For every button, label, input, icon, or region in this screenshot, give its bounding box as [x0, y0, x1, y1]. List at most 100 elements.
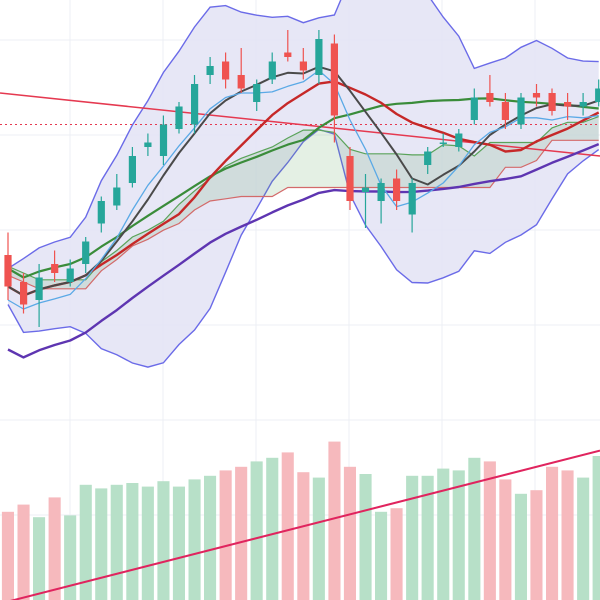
- candle-body: [222, 61, 230, 80]
- volume-bar: [126, 483, 139, 600]
- volume-bar: [1, 511, 15, 600]
- volume-bar: [141, 486, 154, 600]
- volume-bar: [188, 479, 201, 600]
- volume-bar: [250, 461, 263, 600]
- cloud-segment: [489, 142, 506, 188]
- candle-body: [377, 183, 385, 201]
- candle-body: [330, 43, 338, 116]
- candle-body: [486, 93, 494, 102]
- cloud-segment: [381, 153, 397, 188]
- ichimoku-cloud: [7, 116, 599, 290]
- cloud-span-a: [7, 116, 599, 281]
- candle-body: [113, 187, 121, 206]
- candle-body: [408, 183, 416, 215]
- moving-average-blue: [7, 69, 599, 310]
- cloud-segment: [474, 142, 490, 188]
- volume-bar: [468, 457, 481, 600]
- volume-bar: [530, 490, 543, 600]
- candle-body: [501, 102, 509, 120]
- candle-body: [97, 201, 105, 224]
- candle-body: [35, 277, 43, 300]
- volume-bar: [48, 497, 61, 600]
- candle-body: [82, 241, 90, 264]
- volume-bar: [219, 470, 232, 600]
- candle-body: [20, 282, 28, 305]
- cloud-span-b: [7, 139, 599, 290]
- moving-average-green: [7, 97, 599, 279]
- candle-body: [455, 133, 463, 147]
- candle-body: [51, 264, 59, 273]
- volume-bar: [172, 486, 185, 600]
- moving-average-red: [7, 80, 600, 297]
- volume-bar: [514, 493, 527, 600]
- volume-bar: [79, 484, 92, 600]
- volume-bar: [577, 477, 590, 600]
- candle-body: [268, 61, 276, 80]
- volume-bar: [110, 484, 123, 600]
- volume-bar: [375, 511, 388, 600]
- volume-bar: [204, 475, 217, 600]
- bollinger-fill: [8, 0, 599, 368]
- candle-body: [579, 102, 587, 107]
- volume-bar: [421, 475, 434, 600]
- candle-body: [175, 106, 183, 129]
- candle-body: [206, 66, 214, 75]
- volume-bar: [33, 517, 46, 600]
- candle-body: [470, 97, 478, 120]
- cloud-segment: [505, 142, 521, 168]
- cloud-segment: [287, 130, 304, 188]
- cloud-segment: [318, 130, 335, 188]
- volume-bars: [1, 441, 600, 600]
- volume-bar: [17, 504, 30, 600]
- volume-bar: [437, 468, 450, 600]
- cloud-segment: [583, 116, 599, 141]
- cloud-segment: [256, 147, 273, 197]
- volume-bar: [452, 470, 465, 600]
- volume-bar: [499, 479, 512, 600]
- candle-body: [595, 88, 600, 102]
- cloud-segment: [272, 138, 288, 197]
- bollinger-bands: [7, 0, 600, 368]
- candle-body: [4, 255, 12, 287]
- candle-body: [532, 93, 541, 98]
- candle-body: [299, 61, 307, 71]
- candle-body: [424, 151, 432, 165]
- candle-body: [517, 97, 525, 125]
- volume-bar: [406, 475, 419, 600]
- indicator-lines: [0, 65, 600, 600]
- candle-body: [564, 102, 572, 107]
- volume-bar: [297, 472, 310, 600]
- volume-bar: [359, 474, 372, 600]
- volume-bar: [64, 515, 77, 600]
- volume-bar: [281, 452, 294, 600]
- cloud-segment: [350, 149, 366, 188]
- bollinger-lower-line: [7, 128, 600, 368]
- cloud-segment: [443, 144, 459, 188]
- volume-trendline: [10, 449, 600, 600]
- candle-body: [128, 156, 136, 183]
- candle-body: [191, 84, 199, 125]
- moving-average-purple: [7, 142, 600, 359]
- candle-body: [548, 93, 556, 111]
- candles: [4, 30, 600, 327]
- candle-body: [284, 52, 292, 57]
- cloud-segment: [365, 153, 382, 188]
- cloud-segment: [225, 158, 242, 199]
- candle-body: [439, 142, 447, 144]
- cloud-segment: [303, 130, 319, 188]
- volume-bar: [343, 466, 356, 600]
- candle-body: [144, 142, 152, 147]
- volume-bar: [592, 456, 600, 600]
- candle-body: [346, 156, 354, 201]
- candle-body: [315, 39, 323, 75]
- candle-body: [393, 178, 401, 201]
- cloud-segment: [210, 166, 226, 201]
- candle-body: [159, 124, 168, 156]
- volume-bar: [95, 488, 108, 600]
- candle-body: [66, 268, 74, 282]
- volume-bar: [546, 466, 559, 600]
- volume-bar: [266, 457, 279, 600]
- cloud-segment: [163, 204, 179, 231]
